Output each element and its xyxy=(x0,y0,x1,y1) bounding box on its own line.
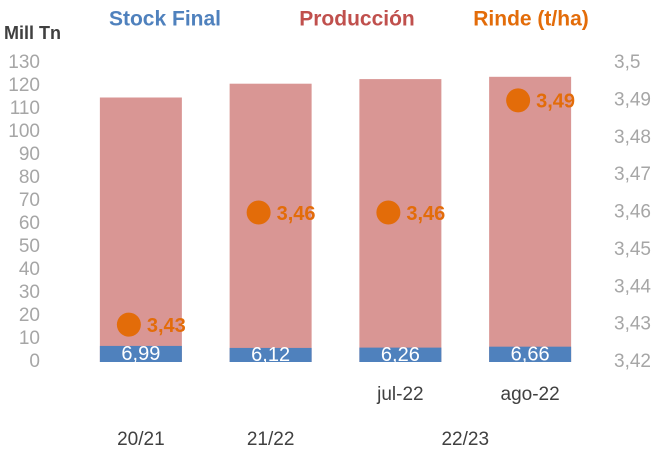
group-label: 22/23 xyxy=(441,429,489,450)
y2-tick-label: 3,49 xyxy=(614,89,651,110)
y-axis-label: Mill Tn xyxy=(4,23,61,43)
y-tick-label: 80 xyxy=(19,167,40,188)
y-tick-label: 70 xyxy=(19,190,40,211)
bar xyxy=(99,97,182,362)
bar xyxy=(99,345,182,362)
y-tick-label: 0 xyxy=(29,351,40,372)
bar xyxy=(229,83,312,362)
y2-tick-label: 3,5 xyxy=(614,52,640,73)
y-tick-label: 110 xyxy=(10,98,40,119)
point xyxy=(116,312,141,337)
y-tick-label: 100 xyxy=(8,121,40,142)
point xyxy=(376,200,401,225)
x-tick-label: ago-22 xyxy=(501,384,560,405)
bar xyxy=(489,76,572,363)
bar xyxy=(359,79,442,362)
y-tick-label: 130 xyxy=(8,52,40,73)
bar xyxy=(229,347,312,362)
y2-tick-label: 3,48 xyxy=(614,127,651,148)
legend-entry: Rinde (t/ha) xyxy=(473,8,589,31)
x-tick-label: 20/21 xyxy=(117,429,165,450)
data-label: 3,46 xyxy=(406,203,445,225)
data-label: 3,46 xyxy=(277,203,316,225)
x-tick-label: 21/22 xyxy=(247,429,295,450)
data-label: 6,99 xyxy=(121,343,160,365)
y2-tick-label: 3,45 xyxy=(614,239,651,260)
bar xyxy=(359,347,442,362)
y2-tick-label: 3,44 xyxy=(614,276,651,297)
y-tick-label: 60 xyxy=(19,213,40,234)
y2-tick-label: 3,47 xyxy=(614,164,651,185)
y-tick-label: 20 xyxy=(19,305,40,326)
y-tick-label: 120 xyxy=(8,75,40,96)
y-tick-label: 40 xyxy=(19,259,40,280)
legend-entry: Stock Final xyxy=(109,8,221,31)
data-label: 6,26 xyxy=(381,344,420,366)
bar xyxy=(489,346,572,362)
y2-tick-label: 3,42 xyxy=(614,351,651,372)
y2-tick-label: 3,43 xyxy=(614,314,651,335)
y-tick-label: 30 xyxy=(19,282,40,303)
data-label: 6,12 xyxy=(251,344,290,366)
data-label: 3,49 xyxy=(536,91,575,113)
y-tick-label: 50 xyxy=(19,236,40,257)
data-label: 6,66 xyxy=(511,344,550,366)
y-tick-label: 10 xyxy=(19,328,40,349)
y2-tick-label: 3,46 xyxy=(614,202,651,223)
point xyxy=(506,88,531,113)
data-label: 3,43 xyxy=(147,315,186,337)
legend-entry: Producción xyxy=(299,8,415,31)
y-tick-label: 90 xyxy=(19,144,40,165)
x-tick-label: jul-22 xyxy=(376,384,423,405)
point xyxy=(246,200,271,225)
